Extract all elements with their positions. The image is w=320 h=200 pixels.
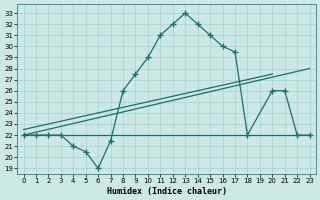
X-axis label: Humidex (Indice chaleur): Humidex (Indice chaleur) bbox=[107, 187, 227, 196]
